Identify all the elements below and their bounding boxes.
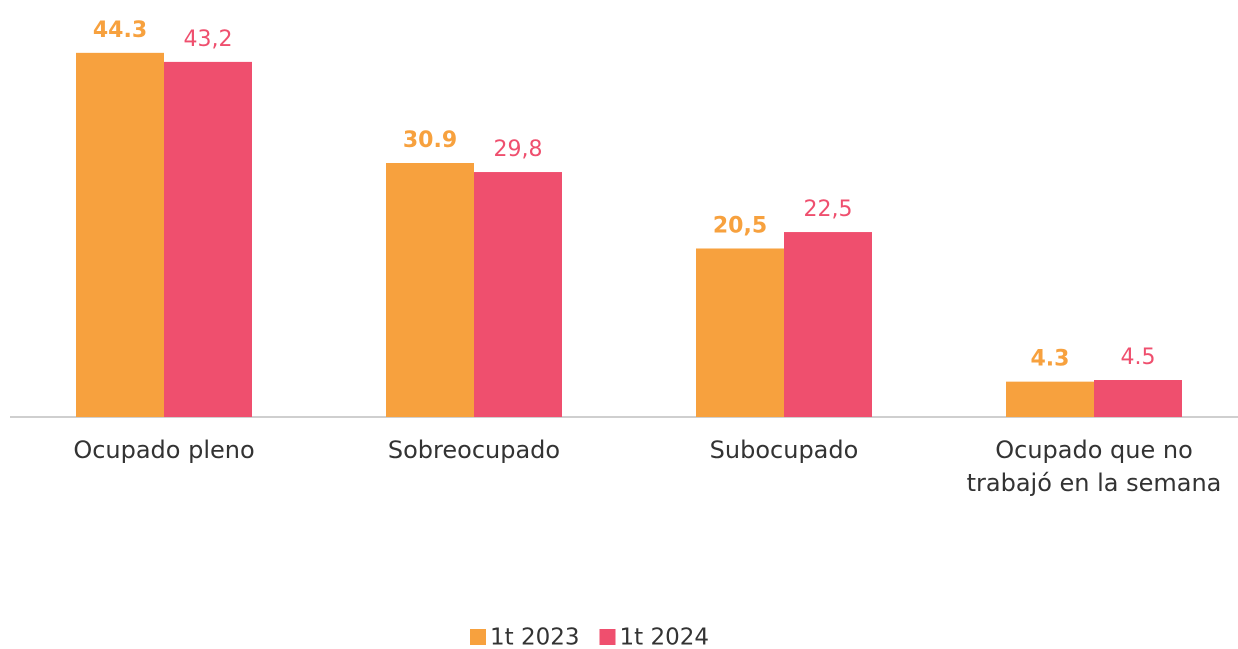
bar [76, 52, 164, 417]
data-label: 4.5 [1121, 345, 1156, 370]
bar [1094, 380, 1182, 417]
data-label: 29,8 [494, 137, 543, 162]
bar [164, 61, 252, 418]
legend-swatch [599, 629, 616, 645]
data-label: 30.9 [403, 128, 457, 153]
data-label: 44.3 [93, 18, 147, 43]
legend-label: 1t 2024 [620, 625, 710, 649]
bar [784, 232, 872, 417]
x-tick-label: Subocupado [709, 436, 859, 464]
data-label: 22,5 [804, 197, 853, 222]
legend-swatch [470, 629, 486, 645]
data-label: 20,5 [713, 213, 767, 238]
bar [696, 248, 784, 417]
bar [474, 172, 562, 417]
x-tick-label: Ocupado pleno [73, 436, 255, 464]
data-label: 43,2 [184, 27, 233, 52]
data-label: 4.3 [1031, 347, 1070, 372]
bar [386, 163, 474, 417]
x-tick-label: Ocupado que no trabajó en la semana [966, 436, 1222, 497]
legend-label: 1t 2023 [490, 625, 580, 649]
bar [1006, 381, 1094, 417]
x-tick-label: Sobreocupado [387, 436, 561, 464]
